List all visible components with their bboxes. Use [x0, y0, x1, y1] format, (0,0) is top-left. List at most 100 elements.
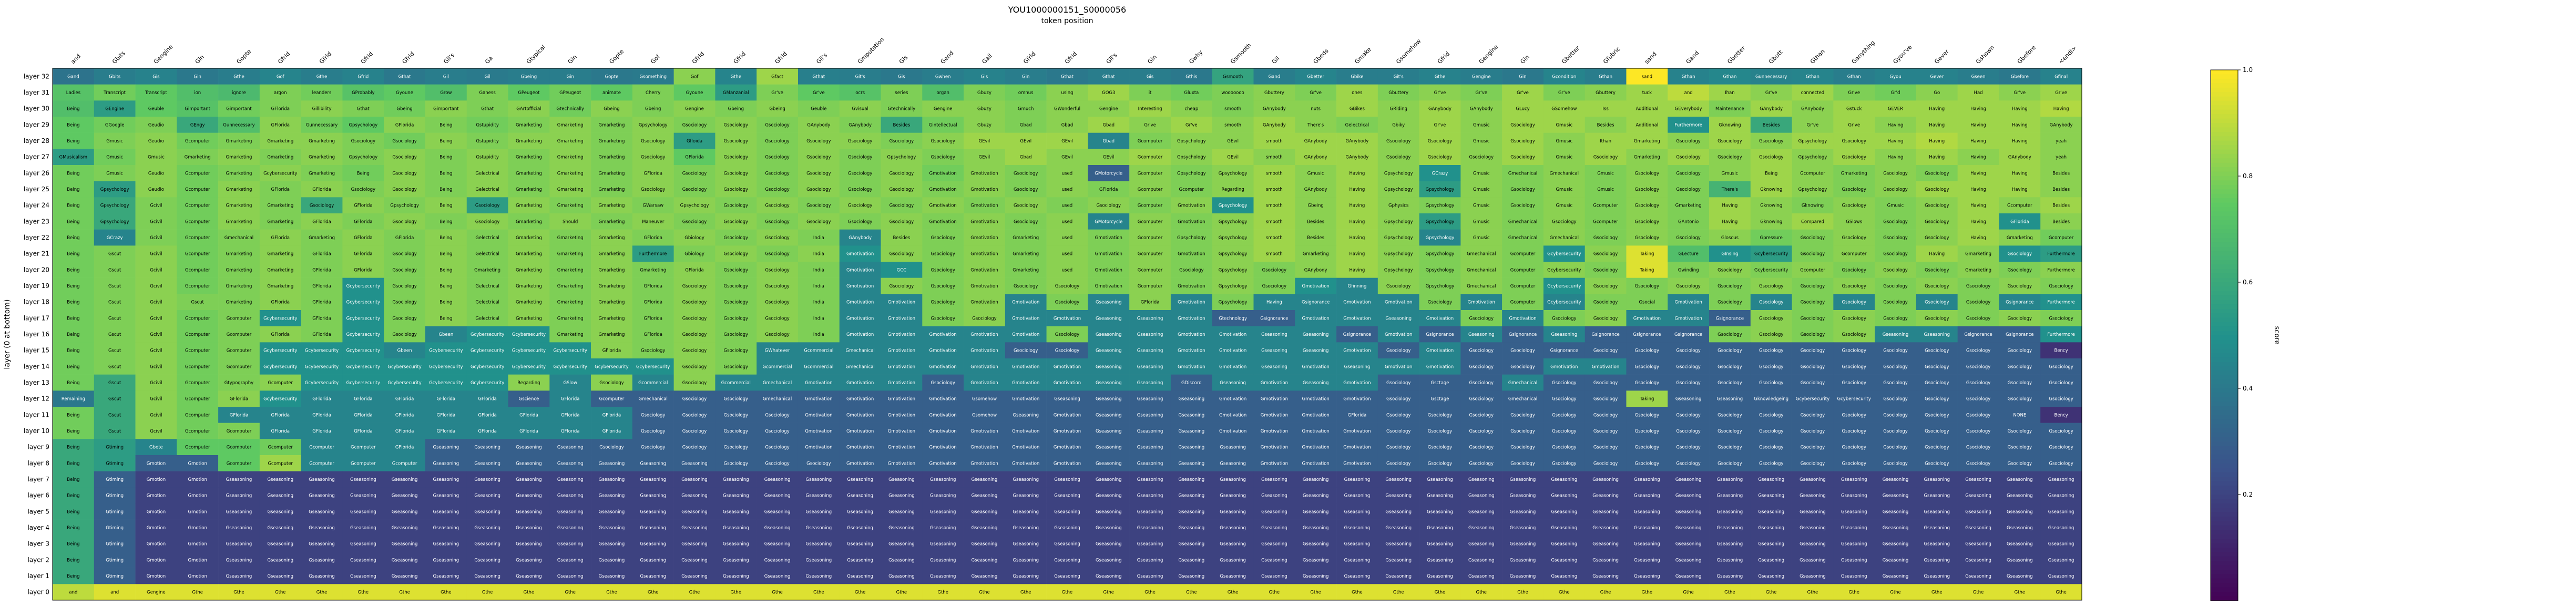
heatmap-cell — [1088, 132, 1130, 149]
cell-label: Additional — [1636, 122, 1659, 128]
cell-label: Gmotivation — [1054, 413, 1081, 418]
cell-label: Gseasoning — [1303, 380, 1329, 386]
heatmap-cell — [1460, 213, 1502, 230]
cell-label: Having — [1970, 235, 1986, 241]
heatmap-cell — [301, 181, 343, 198]
cell-label: Gbad — [1020, 155, 1032, 160]
cell-label: Gmarketing — [599, 122, 625, 128]
y-tick-label: layer 19 — [24, 282, 49, 290]
cell-label: Gmotivation — [1012, 461, 1039, 466]
heatmap-cell — [1543, 100, 1585, 117]
cell-label: Gsociology — [1552, 380, 1576, 386]
cell-label: Furthermore — [2047, 268, 2075, 273]
cell-label: Gseasoning — [350, 526, 376, 531]
cell-label: Gsociology — [682, 122, 707, 128]
cell-label: GFlorida — [395, 235, 414, 241]
heatmap-cell — [1253, 84, 1295, 101]
cell-label: Gthe — [192, 590, 203, 595]
cell-label: Gcomputer — [1138, 187, 1163, 192]
cell-label: Gthe — [1931, 590, 1943, 595]
colorbar-segment — [2211, 362, 2238, 367]
cell-label: Gmotivation — [1219, 348, 1246, 354]
heatmap-cell — [839, 181, 881, 198]
cell-label: ocrs — [855, 90, 865, 96]
cell-label: Gseasoning — [1261, 542, 1287, 547]
cell-label: Gseasoning — [1303, 526, 1329, 531]
cell-label: GAnybody — [1760, 107, 1783, 112]
heatmap-cell — [922, 213, 964, 230]
cell-label: Having — [1970, 107, 1986, 112]
cell-label: GManzanial — [723, 90, 749, 96]
cell-label: Gunnecessary — [1755, 74, 1787, 79]
cell-label: Gcomputer — [599, 397, 625, 402]
cell-label: Gmechanical — [1508, 235, 1537, 241]
heatmap-cell — [53, 213, 95, 230]
cell-label: Gseasoning — [1054, 526, 1080, 531]
cell-label: Gsociology — [392, 332, 416, 337]
x-tick-label: Ganything — [1851, 39, 1877, 66]
cell-label: Gmotion — [147, 477, 166, 482]
cell-label: Gseasoning — [723, 509, 749, 515]
cell-label: Gpsychology — [1426, 235, 1455, 241]
cell-label: smooth — [1224, 107, 1241, 112]
cell-label: Gcommercial — [804, 364, 833, 369]
colorbar-segment — [2211, 176, 2238, 181]
cell-label: Gmarketing — [267, 203, 293, 209]
cell-label: Gsociology — [1883, 268, 1907, 273]
cell-label: Gelectrical — [475, 171, 499, 176]
cell-label: smooth — [1266, 203, 1283, 209]
cell-label: Gthe — [399, 590, 410, 595]
cell-label: Being — [67, 542, 79, 547]
cell-label: Being — [357, 171, 370, 176]
colorbar-segment — [2211, 140, 2238, 146]
cell-label: Gmotivation — [1178, 364, 1205, 369]
cell-label: Besides — [893, 235, 910, 241]
cell-label: Gmotivation — [929, 445, 957, 450]
cell-label: Maneuver — [642, 219, 665, 224]
heatmap-cell — [53, 68, 95, 85]
cell-label: Gseasoning — [888, 558, 915, 563]
cell-label: wooooooo — [1221, 90, 1244, 96]
y-tick-label: layer 13 — [24, 379, 49, 386]
cell-label: Gseasoning — [930, 477, 956, 482]
cell-label: Gsociology — [392, 155, 416, 160]
cell-label: Gstupidity — [476, 155, 499, 160]
heatmap-cell — [53, 197, 95, 214]
cell-label: Iss — [1602, 107, 1609, 112]
x-tick-label: Gfrid — [401, 50, 416, 65]
heatmap-cell — [1875, 68, 1917, 85]
cell-label: Gcybersecurity — [387, 380, 421, 386]
cell-label: Gseasoning — [1054, 558, 1080, 563]
cell-label: GAntonio — [1678, 219, 1699, 224]
cell-label: Gseasoning — [1137, 461, 1163, 466]
heatmap-cell — [135, 181, 177, 198]
heatmap-cell — [1088, 100, 1130, 117]
cell-label: Gseasoning — [1385, 558, 1412, 563]
cell-label: Gthe — [1352, 590, 1363, 595]
cell-label: Gcybersecurity — [346, 348, 380, 354]
heatmap-cell — [466, 165, 508, 181]
heatmap-cell — [259, 213, 301, 230]
x-tick-label: Gbeds — [1312, 47, 1330, 65]
cell-label: Gseasoning — [1468, 574, 1495, 579]
cell-label: Gr've — [1475, 90, 1487, 96]
cell-label: Gseasoning — [1717, 477, 1743, 482]
heatmap-cell — [1460, 181, 1502, 198]
heatmap-cell — [1253, 165, 1295, 181]
x-tick-label: Gil's — [442, 52, 456, 65]
cell-label: Gseasoning — [2007, 574, 2033, 579]
cell-label: Gcybersecurity — [1547, 268, 1581, 273]
heatmap-cell — [177, 229, 219, 246]
cell-label: Gseasoning — [764, 526, 791, 531]
cell-label: Gmotivation — [1178, 348, 1205, 354]
cell-label: Gscut — [108, 332, 121, 337]
cell-label: Gseasoning — [972, 574, 998, 579]
cell-label: Gseasoning — [267, 493, 293, 499]
colorbar-segment — [2211, 375, 2238, 380]
heatmap-cell — [301, 84, 343, 101]
colorbar-segment — [2211, 317, 2238, 323]
heatmap-cell — [549, 132, 591, 149]
colorbar-segment — [2211, 145, 2238, 150]
cell-label: Gseasoning — [557, 493, 584, 499]
cell-label: Gmarketing — [599, 187, 625, 192]
